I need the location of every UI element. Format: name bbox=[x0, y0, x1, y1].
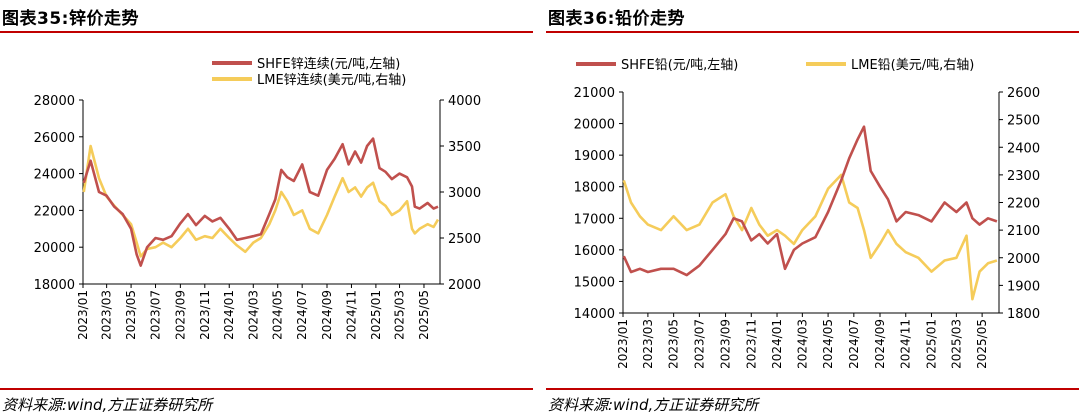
right-axis-tick-label: 2600 bbox=[1007, 86, 1040, 101]
series-line-right bbox=[82, 144, 440, 258]
source-note: 资料来源:wind,方正证券研究所 bbox=[548, 396, 759, 414]
left-axis-tick-label: 15000 bbox=[574, 275, 615, 290]
right-axis-tick-label: 2500 bbox=[448, 232, 481, 247]
lead-price-line-chart: 14000 15000 16000 17000 18000 19000 20000 21000… bbox=[574, 58, 1040, 369]
legend-label: LME铅(美元/吨,右轴) bbox=[851, 58, 974, 73]
right-axis-tick-label: 2000 bbox=[1007, 252, 1040, 267]
left-axis-tick-label: 28000 bbox=[34, 94, 75, 109]
left-axis-tick-label: 24000 bbox=[34, 168, 75, 183]
x-axis-tick-label: 2023/01 bbox=[616, 319, 630, 369]
x-axis-tick-label: 2024/01 bbox=[770, 319, 784, 369]
right-axis-tick-label: 4000 bbox=[448, 94, 481, 109]
x-axis-tick-label: 2023/01 bbox=[76, 290, 90, 340]
series-line-left bbox=[82, 137, 439, 267]
x-axis-tick-label: 2023/03 bbox=[100, 290, 114, 340]
x-axis-tick-label: 2025/05 bbox=[975, 319, 989, 369]
x-axis-tick-label: 2025/05 bbox=[417, 290, 431, 340]
right-axis-tick-label: 1900 bbox=[1007, 279, 1040, 294]
x-axis-tick-label: 2023/05 bbox=[124, 290, 138, 340]
x-axis-tick-label: 2024/09 bbox=[320, 290, 334, 340]
x-axis-tick-label: 2024/11 bbox=[899, 319, 913, 369]
left-axis-tick-label: 16000 bbox=[574, 244, 615, 259]
x-axis-tick-label: 2023/03 bbox=[641, 319, 655, 369]
left-axis-tick-label: 22000 bbox=[34, 204, 75, 219]
left-axis-tick-label: 19000 bbox=[574, 149, 615, 164]
x-axis-tick-label: 2023/11 bbox=[744, 319, 758, 369]
left-axis-tick-label: 18000 bbox=[574, 181, 615, 196]
x-axis-tick-label: 2023/07 bbox=[149, 290, 163, 340]
chart-title: 图表36:铅价走势 bbox=[548, 9, 685, 29]
x-axis-tick-label: 2024/07 bbox=[847, 319, 861, 369]
right-axis-tick-label: 2200 bbox=[1007, 197, 1040, 212]
right-axis-tick-label: 3500 bbox=[448, 140, 481, 155]
left-axis-tick-label: 17000 bbox=[574, 212, 615, 227]
x-axis-tick-label: 2024/03 bbox=[795, 319, 809, 369]
right-axis-tick-label: 2400 bbox=[1007, 141, 1040, 156]
x-axis-tick-label: 2025/01 bbox=[369, 290, 383, 340]
x-axis-tick-label: 2023/09 bbox=[719, 319, 733, 369]
legend-label: SHFE铅(元/吨,左轴) bbox=[621, 58, 738, 73]
x-axis-tick-label: 2024/05 bbox=[821, 319, 835, 369]
left-axis-tick-label: 20000 bbox=[34, 241, 75, 256]
right-axis-tick-label: 2300 bbox=[1007, 169, 1040, 184]
chart-title: 图表35:锌价走势 bbox=[2, 9, 139, 29]
right-axis-tick-label: 3000 bbox=[448, 186, 481, 201]
left-axis-tick-label: 20000 bbox=[574, 118, 615, 133]
x-axis-tick-label: 2024/03 bbox=[246, 290, 260, 340]
source-rule bbox=[0, 388, 533, 390]
right-axis-tick-label: 2100 bbox=[1007, 224, 1040, 239]
series-line-left bbox=[622, 125, 998, 277]
zinc-chart-panel: 图表35:锌价走势 18000 20000 22000 24000 26000 28000… bbox=[0, 0, 533, 415]
x-axis-tick-label: 2023/05 bbox=[667, 319, 681, 369]
lead-chart-panel: 图表36:铅价走势 14000 15000 16000 17000 18000 19000… bbox=[546, 0, 1079, 415]
x-axis-tick-label: 2023/07 bbox=[692, 319, 706, 369]
source-rule bbox=[546, 388, 1079, 390]
zinc-price-line-chart: 18000 20000 22000 24000 26000 28000 2000 2500 30… bbox=[34, 56, 481, 340]
x-axis-tick-label: 2025/03 bbox=[393, 290, 407, 340]
x-axis-tick-label: 2024/05 bbox=[271, 290, 285, 340]
x-axis-tick-label: 2023/09 bbox=[173, 290, 187, 340]
source-note: 资料来源:wind,方正证券研究所 bbox=[2, 396, 213, 414]
left-axis-tick-label: 21000 bbox=[574, 86, 615, 101]
x-axis-tick-label: 2025/03 bbox=[949, 319, 963, 369]
x-axis-tick-label: 2023/11 bbox=[198, 290, 212, 340]
x-axis-tick-label: 2024/11 bbox=[344, 290, 358, 340]
x-axis-tick-label: 2024/09 bbox=[873, 319, 887, 369]
x-axis-tick-label: 2024/01 bbox=[222, 290, 236, 340]
right-axis-tick-label: 1800 bbox=[1007, 307, 1040, 322]
title-rule bbox=[546, 31, 1079, 33]
x-axis-tick-label: 2024/07 bbox=[295, 290, 309, 340]
left-axis-tick-label: 18000 bbox=[34, 278, 75, 293]
right-axis-tick-label: 2000 bbox=[448, 278, 481, 293]
legend-label: SHFE锌连续(元/吨,左轴) bbox=[257, 56, 400, 72]
series-line-right bbox=[622, 173, 998, 301]
left-axis-tick-label: 26000 bbox=[34, 131, 75, 146]
right-axis-tick-label: 2500 bbox=[1007, 114, 1040, 129]
left-axis-tick-label: 14000 bbox=[574, 307, 615, 322]
legend-label: LME锌连续(美元/吨,右轴) bbox=[257, 72, 406, 88]
x-axis-tick-label: 2025/01 bbox=[924, 319, 938, 369]
title-rule bbox=[0, 31, 533, 33]
